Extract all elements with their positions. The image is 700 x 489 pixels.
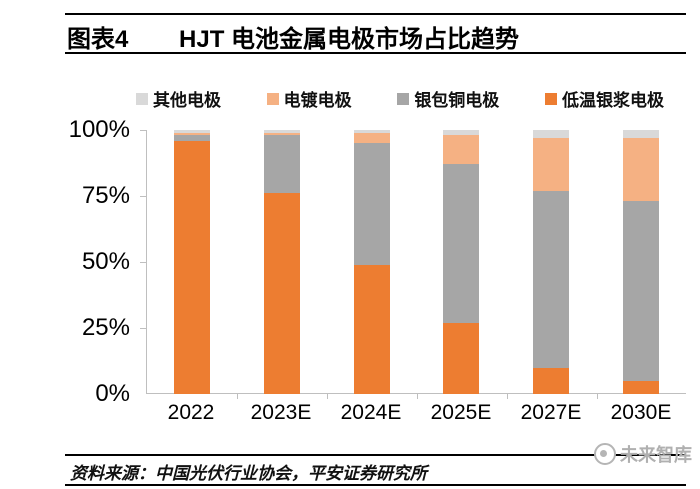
stacked-bar <box>623 130 660 394</box>
watermark-text: 未来智库 <box>620 445 692 465</box>
bar-segment <box>623 137 660 202</box>
watermark-logo-icon <box>594 443 616 465</box>
x-axis-tick <box>507 394 508 399</box>
x-tick-label: 2030E <box>610 401 672 424</box>
legend-swatch-icon <box>266 92 279 105</box>
bar-segment <box>263 193 300 394</box>
bar-slot <box>237 130 327 394</box>
bar-segment <box>173 135 210 141</box>
bar-segment <box>623 201 660 381</box>
bar-segment <box>443 322 480 394</box>
bar-segment <box>263 135 300 194</box>
y-tick-label: 50% <box>81 248 130 275</box>
y-tick-label: 25% <box>81 314 130 341</box>
legend-item: 电镀电极 <box>266 86 352 111</box>
legend-item: 银包铜电极 <box>397 86 499 111</box>
figure-title: 图表4 HJT 电池金属电极市场占比趋势 <box>67 19 519 54</box>
y-axis-labels: 100% 75% 50% 25% 0% <box>0 116 138 407</box>
header-bottom-rule <box>65 52 686 54</box>
figure-label: 图表4 <box>67 26 129 53</box>
x-axis-labels: 2022 2023E 2024E 2025E 2027E 2030E <box>146 401 686 425</box>
bar-segment <box>173 132 210 136</box>
bar-segment <box>533 137 570 191</box>
legend-label: 电镀电极 <box>283 91 352 110</box>
y-tick-label: 75% <box>81 182 130 209</box>
y-axis-tick <box>140 196 146 197</box>
bar-segment <box>353 130 390 133</box>
bar-segment <box>443 135 480 165</box>
y-axis-tick <box>140 262 146 263</box>
legend-label: 其他电极 <box>153 91 221 110</box>
legend-label: 银包铜电极 <box>414 91 500 110</box>
bar-segment <box>263 132 300 136</box>
legend-item: 低温银浆电极 <box>544 86 664 111</box>
x-tick-label: 2024E <box>340 401 402 424</box>
figure-name: HJT 电池金属电极市场占比趋势 <box>179 26 520 53</box>
y-axis-tick <box>140 328 146 329</box>
legend-swatch-icon <box>544 92 557 105</box>
legend-swatch-icon <box>136 92 148 105</box>
chart-legend: 其他电极 电镀电极 银包铜电极 低温银浆电极 <box>136 86 664 111</box>
watermark: 未来智库 <box>594 441 692 467</box>
x-axis-tick <box>417 394 418 399</box>
x-tick-label: 2025E <box>430 401 492 424</box>
bar-slot <box>596 130 686 394</box>
footer-bottom-rule <box>65 484 686 486</box>
bar-slot <box>506 130 596 394</box>
x-axis-tick <box>327 394 328 399</box>
x-axis-tick <box>597 394 598 399</box>
y-tick-label: 100% <box>68 116 130 143</box>
source-note: 资料来源：中国光伏行业协会，平安证券研究所 <box>70 464 427 483</box>
bar-slot <box>416 130 506 394</box>
bar-segment <box>353 264 390 394</box>
bar-segment <box>623 130 660 138</box>
legend-swatch-icon <box>397 92 410 105</box>
x-tick-label: 2023E <box>250 401 312 424</box>
bar-slot <box>147 130 237 394</box>
stacked-bar <box>443 130 480 394</box>
legend-item: 其他电极 <box>136 86 221 111</box>
legend-label: 低温银浆电极 <box>561 91 664 110</box>
bar-segment <box>173 130 210 133</box>
bar-segment <box>353 132 390 144</box>
bar-segment <box>533 130 570 138</box>
bar-segment <box>623 380 660 394</box>
stacked-bar <box>353 130 390 394</box>
header-top-rule <box>65 13 686 15</box>
bar-segment <box>263 130 300 133</box>
bar-segment <box>353 143 390 265</box>
x-tick-label: 2022 <box>167 401 215 424</box>
stacked-bar <box>173 130 210 394</box>
stacked-bar <box>263 130 300 394</box>
y-tick-label: 0% <box>95 380 130 407</box>
bar-slot <box>327 130 417 394</box>
y-axis-tick <box>140 130 146 131</box>
footer-top-rule <box>65 454 686 456</box>
bar-segment <box>173 140 210 394</box>
bar-segment <box>443 164 480 323</box>
bar-segment <box>533 367 570 394</box>
x-axis-tick <box>237 394 238 399</box>
stacked-bar <box>533 130 570 394</box>
plot-area <box>140 130 686 399</box>
x-tick-label: 2027E <box>520 401 582 424</box>
bar-segment <box>533 190 570 368</box>
bar-segment <box>443 130 480 136</box>
